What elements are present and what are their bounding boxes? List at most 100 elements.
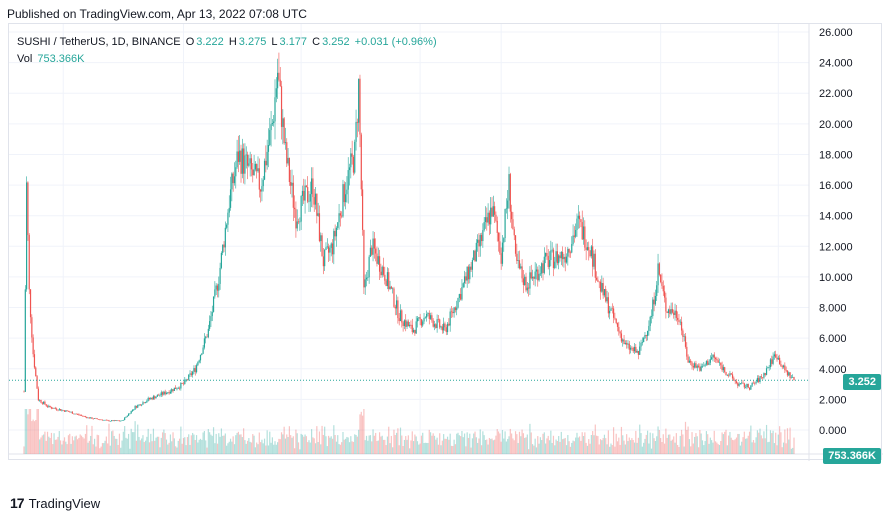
volume-bar (222, 435, 224, 454)
candle-body (548, 260, 551, 267)
candle-body (338, 213, 340, 223)
candlestick-chart[interactable]: 26.000 24.000 22.000 20.000 18.000 16.000 14.0… (9, 24, 883, 461)
candle-body (500, 253, 502, 264)
chart-pane[interactable]: 26.000 24.000 22.000 20.000 18.000 16.000 14.0… (8, 23, 883, 464)
volume-bar (393, 429, 395, 454)
candle-body (261, 186, 263, 192)
candle-body (150, 397, 152, 400)
volume-bar (696, 436, 698, 454)
volume-bar (194, 439, 196, 454)
volume-bar (124, 426, 126, 454)
volume-bar (44, 431, 46, 454)
volume-bar (738, 433, 740, 454)
candle-body (203, 338, 206, 348)
candle-body (138, 404, 140, 406)
volume-bar (335, 441, 338, 454)
volume-bar (266, 430, 268, 454)
candle-body (364, 279, 366, 288)
candle-body (426, 313, 428, 318)
candle-body (100, 419, 102, 421)
close-value: 3.252 (322, 36, 350, 48)
candle-body (278, 72, 280, 80)
volume-bar (403, 439, 406, 454)
volume-bar (190, 435, 192, 454)
candle-body (790, 377, 792, 379)
volume-bar (767, 442, 769, 454)
candle-body (446, 323, 449, 333)
candle-body (116, 420, 118, 422)
volume-bar (263, 438, 266, 454)
volume-bar (601, 440, 603, 454)
volume-bar (773, 443, 775, 454)
candle-body (352, 156, 355, 173)
candle-body (687, 356, 689, 363)
candle-body (769, 359, 772, 368)
volume-bar (439, 433, 441, 454)
candle-body (501, 242, 504, 264)
volume-bar (62, 440, 64, 454)
volume-bar (223, 435, 225, 454)
candle-body (395, 300, 398, 309)
candle-body (218, 283, 220, 291)
candle-body (122, 420, 124, 421)
volume-bar (395, 432, 398, 454)
candle-body (592, 246, 594, 267)
candle-body (86, 416, 88, 419)
candle-body (463, 276, 466, 284)
candle-body (670, 309, 672, 314)
volume-bar (354, 434, 356, 454)
volume-bar (423, 443, 425, 454)
volume-bar (716, 442, 718, 454)
candle-body (565, 256, 568, 263)
candle-body (658, 263, 660, 275)
candle-body (717, 360, 719, 363)
candle-body (133, 409, 135, 410)
candle-body (562, 251, 564, 260)
candle-body (633, 346, 636, 352)
volume-bar (584, 432, 586, 454)
candle-body (125, 416, 127, 418)
candle-body (524, 276, 526, 285)
volume-bar (730, 437, 732, 454)
volume-bar (308, 440, 310, 454)
candle-body (232, 173, 234, 184)
candle-body (273, 121, 275, 124)
candle-body (307, 187, 309, 202)
candle-body (466, 266, 468, 281)
candle-body (552, 249, 555, 269)
candle-body (318, 213, 321, 242)
volume-bar (632, 439, 634, 454)
candle-body (209, 321, 211, 329)
candle-body (215, 285, 217, 290)
volume-bar (105, 436, 107, 454)
volume-bar (299, 449, 301, 454)
candle-body (729, 373, 731, 376)
volume-legend[interactable]: Vol 753.366K (17, 53, 86, 65)
candle-body (649, 316, 651, 326)
candle-body (49, 405, 51, 408)
volume-bar (679, 435, 681, 454)
volume-bar (556, 440, 558, 454)
volume-bar (325, 436, 327, 454)
volume-bar (581, 432, 583, 454)
volume-bar (344, 438, 347, 454)
volume-bar (682, 434, 684, 454)
volume-bar (27, 414, 29, 454)
volume-bar (453, 439, 455, 454)
symbol-legend[interactable]: SUSHI / TetherUS, 1D, BINANCE O 3.222 H 3.… (17, 36, 439, 48)
volume-bar (541, 440, 543, 454)
candle-body (767, 367, 769, 369)
volume-bar (61, 444, 63, 454)
volume-bar (389, 443, 391, 454)
volume-bar (241, 437, 243, 454)
volume-bar (405, 436, 407, 454)
candle-body (270, 124, 272, 131)
volume-bar (547, 435, 549, 454)
candle-body (91, 417, 93, 419)
candle-body (163, 391, 165, 395)
candle-body (669, 309, 671, 314)
candle-body (46, 405, 49, 407)
volume-bar (91, 425, 93, 454)
tradingview-footer[interactable]: 17 TradingView (10, 495, 100, 511)
volume-bar (134, 421, 136, 454)
